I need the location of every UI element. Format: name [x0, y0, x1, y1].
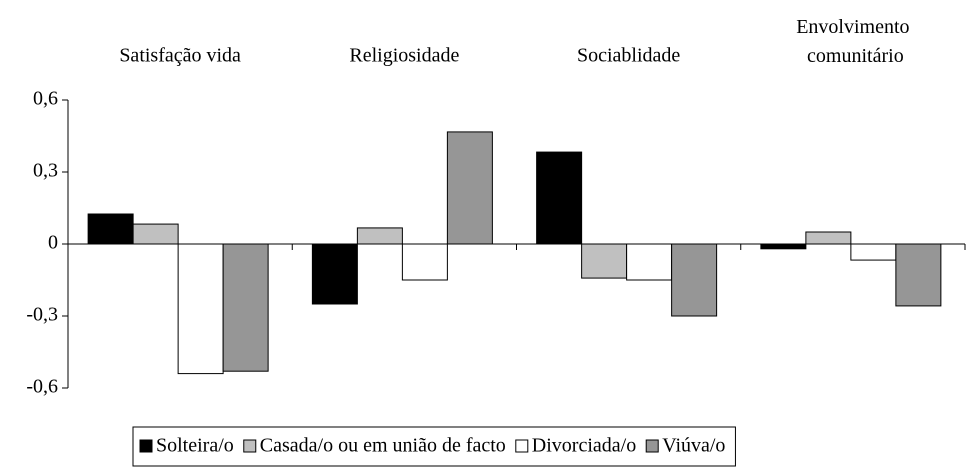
bar: [356, 227, 403, 245]
legend-label: Divorciada/o: [532, 435, 636, 457]
bar: [222, 243, 269, 372]
category-label: Satisfação vida: [119, 45, 241, 67]
y-tick-label: 0: [48, 232, 58, 254]
y-tick-label: 0,3: [33, 160, 58, 182]
bar: [805, 231, 852, 245]
category-label: Envolvimento comunitário: [796, 16, 909, 67]
bar: [536, 151, 583, 245]
bar: [401, 243, 448, 281]
bar: [446, 131, 493, 245]
bar: [132, 223, 179, 245]
bar: [760, 243, 807, 250]
legend-label: Casada/o ou em união de facto: [260, 435, 506, 457]
bar: [626, 243, 673, 281]
category-label: Sociablidade: [577, 45, 680, 67]
bar: [581, 243, 628, 279]
y-tick-label: 0,6: [33, 88, 58, 110]
category-label: Religiosidade: [349, 45, 459, 67]
bar: [177, 243, 224, 375]
y-tick-label: -0,3: [26, 304, 58, 326]
legend-swatch: [243, 439, 257, 453]
bar: [895, 243, 942, 307]
legend-label: Viúva/o: [662, 435, 725, 457]
legend-swatch: [515, 439, 529, 453]
y-tick-label: -0,6: [26, 376, 58, 398]
bar: [311, 243, 358, 305]
bar: [850, 243, 897, 261]
legend-swatch: [645, 439, 659, 453]
bar: [671, 243, 718, 317]
legend-swatch: [139, 439, 153, 453]
legend-label: Solteira/o: [156, 435, 234, 457]
bar: [87, 213, 134, 245]
legend-box: [132, 426, 736, 467]
